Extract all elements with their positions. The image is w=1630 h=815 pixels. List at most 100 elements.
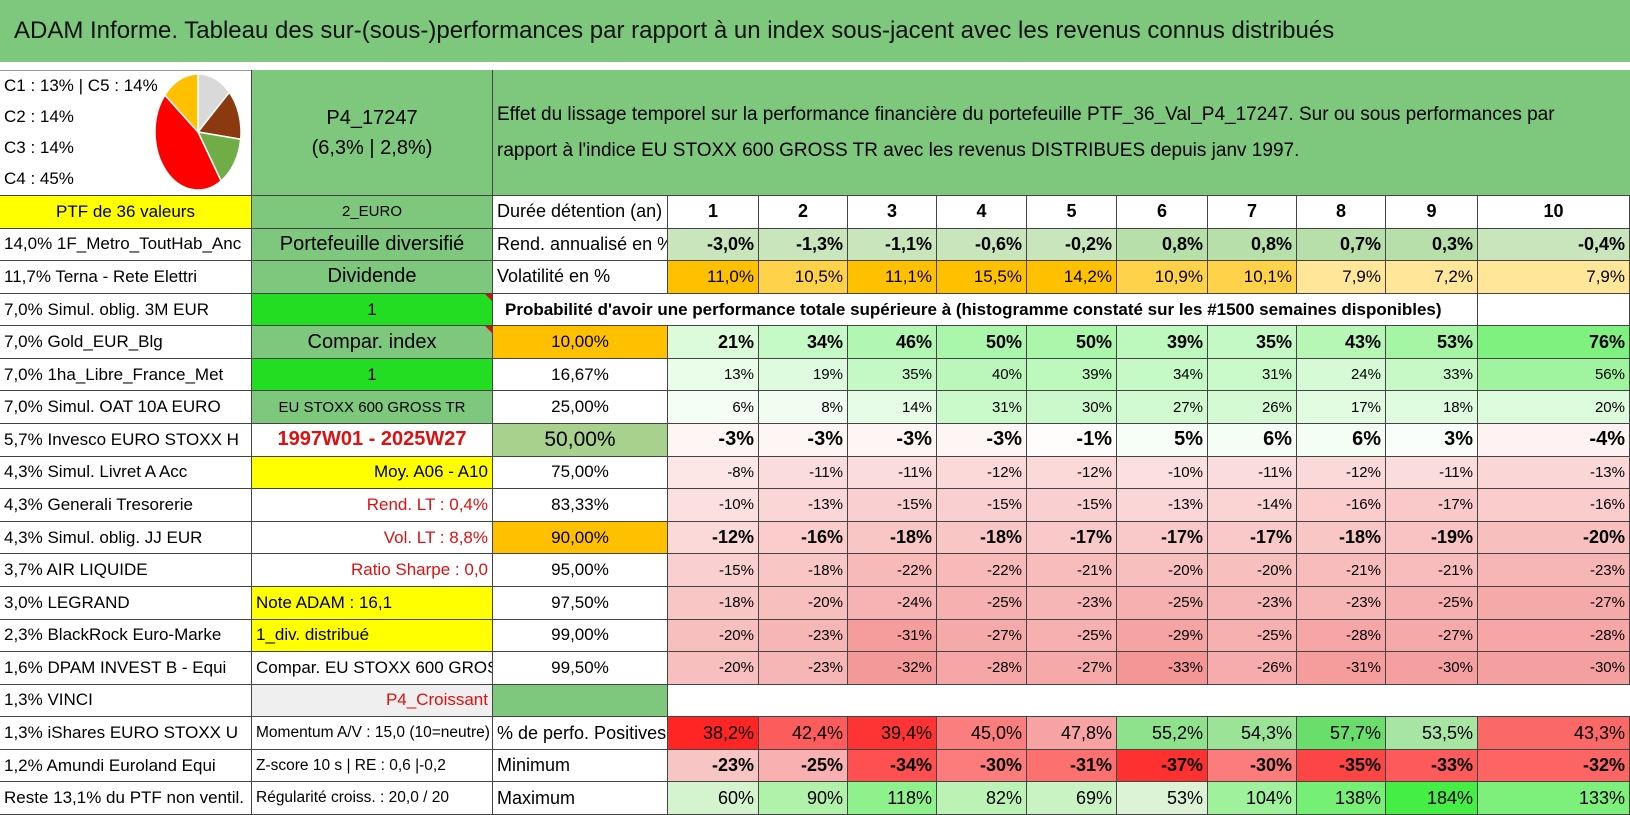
min-value: -32% bbox=[1478, 749, 1630, 783]
quantile-value: 35% bbox=[848, 358, 937, 392]
quantile-value: -33% bbox=[1117, 652, 1208, 685]
quantile-value: 21% bbox=[668, 326, 759, 359]
quantile-value: -3% bbox=[848, 424, 937, 457]
min-value: -37% bbox=[1117, 749, 1208, 783]
pos-label: % de perfo. Positives bbox=[493, 717, 668, 750]
quantile-value: 46% bbox=[848, 326, 937, 359]
holding-row: 7,0% Gold_EUR_Blg bbox=[0, 326, 252, 359]
quantile-value: -20% bbox=[668, 652, 759, 685]
pie-legend-item: C4 : 45% bbox=[4, 169, 74, 188]
holding-row: 5,7% Invesco EURO STOXX H bbox=[0, 424, 252, 457]
quantile-value: 35% bbox=[1208, 326, 1297, 359]
min-value: -30% bbox=[1208, 749, 1297, 783]
quantile-value: -27% bbox=[937, 619, 1027, 653]
quantile-value: -11% bbox=[759, 456, 848, 490]
quantile-value: -23% bbox=[1027, 586, 1117, 620]
pos-value: 42,4% bbox=[759, 717, 848, 750]
rend-value: 0,7% bbox=[1297, 228, 1386, 262]
holding-row: 1,6% DPAM INVEST B - Equi bbox=[0, 652, 252, 685]
quantile-value: -3% bbox=[668, 424, 759, 457]
proba-label: Probabilité d'avoir une performance tota… bbox=[493, 293, 1478, 327]
holding-row: 4,3% Simul. oblig. JJ EUR bbox=[0, 521, 252, 555]
rend-value: -3,0% bbox=[668, 228, 759, 262]
quantile-value: 50% bbox=[937, 326, 1027, 359]
quantile-value: -23% bbox=[1297, 586, 1386, 620]
quantile-value: -11% bbox=[1386, 456, 1478, 490]
quantile-value: 6% bbox=[1208, 424, 1297, 457]
quantile-value: 18% bbox=[1386, 391, 1478, 425]
vol-value: 14,2% bbox=[1027, 261, 1117, 294]
quantile-label: 90,00% bbox=[493, 521, 668, 555]
quantile-value: 39% bbox=[1117, 326, 1208, 359]
pie-legend-item: C3 : 14% bbox=[4, 138, 74, 157]
min-value: -31% bbox=[1027, 749, 1117, 783]
quantile-label: 75,00% bbox=[493, 456, 668, 490]
quantile-value: 30% bbox=[1027, 391, 1117, 425]
year-header: 7 bbox=[1208, 196, 1297, 229]
vol-value: 10,5% bbox=[759, 261, 848, 294]
quantile-value: -18% bbox=[759, 554, 848, 587]
quantile-value: 76% bbox=[1478, 326, 1630, 359]
quantile-value: -12% bbox=[937, 456, 1027, 490]
quantile-value: -23% bbox=[759, 652, 848, 685]
quantile-value: 56% bbox=[1478, 358, 1630, 392]
quantile-value: -3% bbox=[937, 424, 1027, 457]
description-cell: Effet du lissage temporel sur la perform… bbox=[493, 70, 1630, 196]
pie-slice-c2 bbox=[196, 91, 242, 141]
quantile-value: -16% bbox=[1297, 489, 1386, 522]
quantile-value: -12% bbox=[1027, 456, 1117, 490]
quantile-value: 39% bbox=[1027, 358, 1117, 392]
quantile-value: -21% bbox=[1027, 554, 1117, 587]
spacer-green bbox=[493, 684, 668, 718]
pos-value: 53,5% bbox=[1386, 717, 1478, 750]
pos-value: 43,3% bbox=[1478, 717, 1630, 750]
quantile-label: 16,67% bbox=[493, 358, 668, 392]
quantile-value: -28% bbox=[1478, 619, 1630, 653]
quantile-value: -25% bbox=[1027, 619, 1117, 653]
allocation-pie-chart bbox=[154, 73, 242, 191]
holding-row: 4,3% Simul. Livret A Acc bbox=[0, 456, 252, 490]
quantile-value: -21% bbox=[1297, 554, 1386, 587]
quantile-value: -15% bbox=[1027, 489, 1117, 522]
vol-value: 10,9% bbox=[1117, 261, 1208, 294]
proba-empty bbox=[1478, 293, 1630, 327]
quantile-value: 6% bbox=[1297, 424, 1386, 457]
quantile-value: -30% bbox=[1386, 652, 1478, 685]
vol-value: 7,2% bbox=[1386, 261, 1478, 294]
pie-slice-c5 bbox=[163, 73, 199, 134]
quantile-value: -24% bbox=[848, 586, 937, 620]
rend-lt-cell: Rend. LT : 0,4% bbox=[252, 489, 493, 522]
quantile-value: 6% bbox=[668, 391, 759, 425]
quantile-value: 27% bbox=[1117, 391, 1208, 425]
max-value: 118% bbox=[848, 782, 937, 815]
rend-value: 0,8% bbox=[1208, 228, 1297, 262]
quantile-value: -25% bbox=[1208, 619, 1297, 653]
quantile-value: -1% bbox=[1027, 424, 1117, 457]
holding-row: 2,3% BlackRock Euro-Marke bbox=[0, 619, 252, 653]
momentum-cell: Momentum A/V : 15,0 (10=neutre) bbox=[252, 717, 493, 750]
holding-row: 11,7% Terna - Rete Elettri bbox=[0, 261, 252, 294]
strategy-cell: Dividende bbox=[252, 261, 493, 294]
quantile-value: -23% bbox=[1478, 554, 1630, 587]
rend-value: -0,6% bbox=[937, 228, 1027, 262]
quantile-value: -13% bbox=[1117, 489, 1208, 522]
note-adam-cell: Note ADAM : 16,1 bbox=[252, 586, 493, 620]
quantile-value: -12% bbox=[668, 521, 759, 555]
rend-value: 0,3% bbox=[1386, 228, 1478, 262]
quantile-value: -21% bbox=[1386, 554, 1478, 587]
pos-value: 55,2% bbox=[1117, 717, 1208, 750]
quantile-label: 50,00% bbox=[493, 424, 668, 457]
quantile-value: -14% bbox=[1208, 489, 1297, 522]
rend-value: -0,4% bbox=[1478, 228, 1630, 262]
holding-row: 1,3% VINCI bbox=[0, 684, 252, 718]
rend-value: -1,1% bbox=[848, 228, 937, 262]
quantile-value: -11% bbox=[1208, 456, 1297, 490]
quantile-value: -13% bbox=[759, 489, 848, 522]
input-cell-2: 1 bbox=[252, 358, 493, 392]
vol-value: 10,1% bbox=[1208, 261, 1297, 294]
min-value: -33% bbox=[1386, 749, 1478, 783]
quantile-value: -30% bbox=[1478, 652, 1630, 685]
quantile-value: -18% bbox=[937, 521, 1027, 555]
quantile-value: -10% bbox=[1117, 456, 1208, 490]
vol-value: 7,9% bbox=[1297, 261, 1386, 294]
